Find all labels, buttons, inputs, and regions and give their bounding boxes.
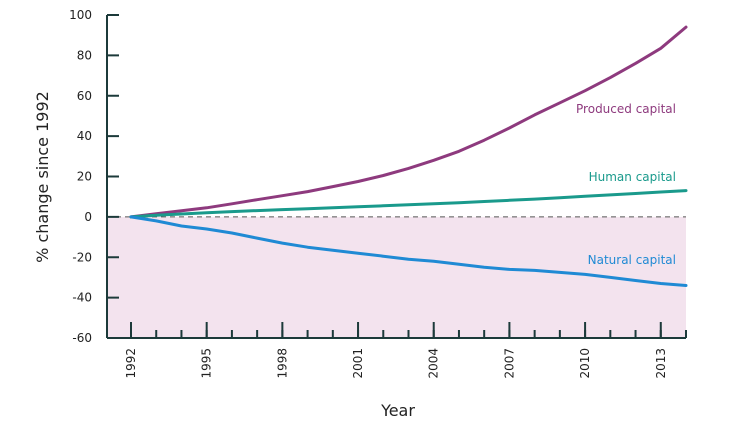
- series-line-natural-capital: [129, 215, 688, 287]
- series-label-produced-capital: Produced capital: [576, 102, 676, 116]
- y-tick-label: 20: [77, 170, 92, 184]
- y-tick-label: -20: [72, 250, 92, 264]
- negative-region-shading: [107, 216, 686, 338]
- x-tick-label: 1992: [124, 348, 138, 379]
- x-tick-label: 1998: [275, 348, 289, 379]
- series-line-produced-capital: [129, 25, 688, 219]
- y-tick-label: 100: [69, 8, 92, 22]
- x-tick-label: 1995: [200, 348, 214, 379]
- x-tick-label: 2007: [502, 348, 516, 379]
- y-tick-label: 0: [84, 210, 92, 224]
- y-tick-label: 40: [77, 129, 92, 143]
- x-tick-label: 2010: [578, 348, 592, 379]
- x-tick-label: 2004: [427, 348, 441, 379]
- plot-area: 100 80 60 40 20 0 -20 -40 -60 1992 1995 1998 2001 200…: [69, 8, 688, 379]
- series-label-natural-capital: Natural capital: [588, 253, 676, 267]
- x-tick-label: 2001: [351, 348, 365, 379]
- series-line-human-capital: [129, 189, 688, 219]
- y-axis-title: % change since 1992: [33, 91, 52, 263]
- series-label-human-capital: Human capital: [589, 170, 676, 184]
- y-tick-label: -60: [72, 331, 92, 345]
- x-axis-title: Year: [380, 401, 415, 420]
- y-tick-label: -40: [72, 291, 92, 305]
- y-tick-label: 80: [77, 48, 92, 62]
- x-tick-label: 2013: [654, 348, 668, 379]
- y-tick-label: 60: [77, 89, 92, 103]
